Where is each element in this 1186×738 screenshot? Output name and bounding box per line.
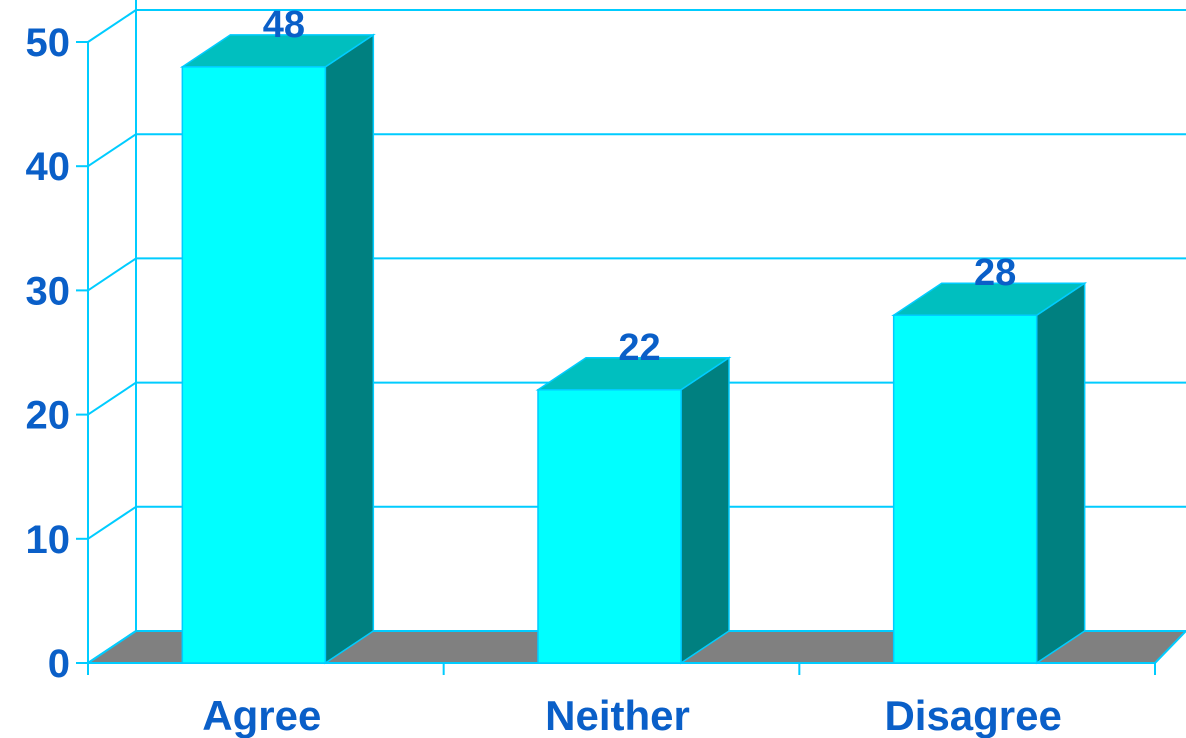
bar-side-2 xyxy=(1035,281,1086,665)
data-label-1: 22 xyxy=(618,327,660,369)
data-label-2: 28 xyxy=(974,252,1016,294)
ytick-label-10: 10 xyxy=(26,518,71,562)
bar-side-1 xyxy=(680,356,730,665)
ytick-label-30: 30 xyxy=(26,269,71,313)
bar-agree xyxy=(179,33,376,665)
bar-disagree xyxy=(891,281,1088,665)
bar-side-0 xyxy=(324,33,375,665)
category-label-2: Disagree xyxy=(884,692,1061,738)
wall-diagonal-10 xyxy=(87,505,137,540)
bar-front-2 xyxy=(892,314,1038,664)
ytick-label-0: 0 xyxy=(48,642,70,686)
bar-front-0 xyxy=(181,66,327,664)
bar-neither xyxy=(535,356,732,665)
ytick-label-40: 40 xyxy=(26,145,71,189)
ytick-label-20: 20 xyxy=(26,394,71,438)
category-label-0: Agree xyxy=(202,692,321,738)
data-label-0: 48 xyxy=(263,4,305,46)
wall-diagonal-40 xyxy=(87,133,137,168)
category-label-1: Neither xyxy=(545,692,690,738)
bar-front-1 xyxy=(537,389,682,664)
wall-diagonal-30 xyxy=(87,257,137,292)
wall-diagonal-20 xyxy=(87,381,137,416)
labels: 0 10 20 30 40 50 48 Agree 22 Neither 28 Disagree xyxy=(26,4,1062,738)
ytick-label-50: 50 xyxy=(26,21,71,65)
wall-diagonal-50 xyxy=(87,9,137,43)
bars xyxy=(179,33,1088,665)
